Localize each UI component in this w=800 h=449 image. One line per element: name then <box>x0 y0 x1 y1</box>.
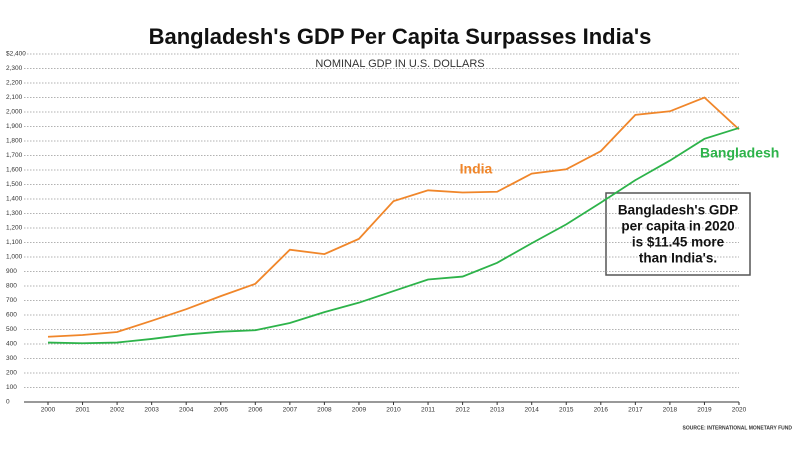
line-series <box>47 127 740 345</box>
y-tick-label: 1,200 <box>6 225 23 232</box>
x-tick-label: 2015 <box>559 407 574 414</box>
y-tick-label: 0 <box>6 399 10 406</box>
annotation-text: Bangladesh's GDP <box>618 203 738 218</box>
x-tick-label: 2006 <box>248 407 263 414</box>
annotation-box <box>605 192 751 276</box>
y-tick-label: 2,000 <box>6 109 23 116</box>
y-tick-label: 2,200 <box>6 80 23 87</box>
y-tick-label: 700 <box>6 297 17 304</box>
legend-label: India <box>460 161 493 177</box>
y-tick-label: 2,300 <box>6 65 23 72</box>
x-tick-label: 2008 <box>317 407 332 414</box>
x-tick-label: 2007 <box>283 407 298 414</box>
y-tick-label: 1,700 <box>6 152 23 159</box>
x-tick-label: 2012 <box>455 407 470 414</box>
y-tick-label: 100 <box>6 384 17 391</box>
x-tick-label: 2011 <box>421 407 435 414</box>
x-tick-label: 2017 <box>628 407 643 414</box>
y-tick-label: 1,800 <box>6 138 23 145</box>
x-tick-label: 2004 <box>179 407 194 414</box>
y-tick-label: 2,100 <box>6 94 23 101</box>
x-tick-label: 2016 <box>594 407 609 414</box>
x-tick-label: 2001 <box>75 407 90 414</box>
y-tick-label: 600 <box>6 312 17 319</box>
x-tick-label: 2013 <box>490 407 505 414</box>
x-tick-label: 2018 <box>663 407 678 414</box>
y-tick-label: 300 <box>6 355 17 362</box>
chart-subtitle: NOMINAL GDP IN U.S. DOLLARS <box>315 58 484 70</box>
x-tick-label: 2003 <box>144 407 159 414</box>
annotation-text: is $11.45 more <box>632 235 725 250</box>
annotation-text: than India's. <box>639 251 717 266</box>
y-tick-label: 1,500 <box>6 181 23 188</box>
y-tick-label: 500 <box>6 326 17 333</box>
y-tick-label: 800 <box>6 283 17 290</box>
x-tick-label: 2010 <box>386 407 401 414</box>
x-tick-label: 2005 <box>214 407 229 414</box>
line-series <box>47 96 740 338</box>
y-tick-label: 1,400 <box>6 196 23 203</box>
source: SOURCE: INTERNATIONAL MONETARY FUND <box>683 425 793 431</box>
legend-label: Bangladesh <box>700 145 779 161</box>
y-tick-label: 1,900 <box>6 123 23 130</box>
y-tick-label: 1,000 <box>6 254 23 261</box>
y-tick-label: 200 <box>6 370 17 377</box>
y-tick-label: $2,400 <box>6 51 26 58</box>
y-tick-label: 1,300 <box>6 210 23 217</box>
annotation-text: per capita in 2020 <box>621 219 734 234</box>
y-tick-label: 900 <box>6 268 17 275</box>
x-tick-label: 2002 <box>110 407 125 414</box>
y-tick-label: 400 <box>6 341 17 348</box>
chart-title: Bangladesh's GDP Per Capita Surpasses In… <box>149 24 652 49</box>
x-tick-label: 2000 <box>41 407 56 414</box>
x-tick-label: 2009 <box>352 407 367 414</box>
x-tick-label: 2019 <box>697 407 712 414</box>
y-tick-label: 1,600 <box>6 167 23 174</box>
x-tick-label: 2014 <box>524 407 539 414</box>
x-tick-label: 2020 <box>732 407 747 414</box>
y-tick-label: 1,100 <box>6 239 23 246</box>
